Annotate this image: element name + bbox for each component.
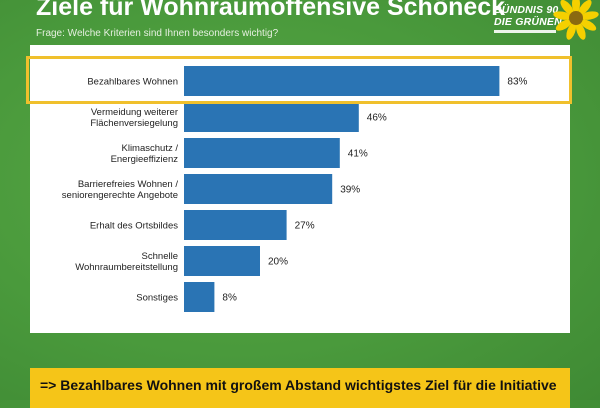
category-label-3: Barrierefreies Wohnen / seniorengerechte … xyxy=(62,179,179,201)
highlight-frame xyxy=(26,56,572,104)
bar-4 xyxy=(184,210,287,240)
value-label-2: 41% xyxy=(348,149,368,160)
question-subtitle: Frage: Welche Kriterien sind Ihnen beson… xyxy=(36,28,279,39)
logo-line-1: BÜNDNIS 90 xyxy=(494,4,559,16)
page-title: Ziele für Wohnraumoffensive Schöneck xyxy=(36,0,506,21)
bar-2 xyxy=(184,138,340,168)
value-label-3: 39% xyxy=(340,185,360,196)
category-label-5: Schnelle Wohnraumbereitstellung xyxy=(75,251,178,273)
category-label-0: Bezahlbares Wohnen xyxy=(87,77,178,88)
value-label-0: 83% xyxy=(507,77,527,88)
value-label-6: 8% xyxy=(222,293,237,304)
bar-1 xyxy=(184,102,359,132)
category-label-4: Erhalt des Ortsbildes xyxy=(90,221,178,232)
sunflower-icon xyxy=(553,0,599,40)
value-label-1: 46% xyxy=(367,113,387,124)
bar-3 xyxy=(184,174,333,204)
value-label-4: 27% xyxy=(295,221,315,232)
value-label-5: 20% xyxy=(268,257,288,268)
conclusion-banner: => Bezahlbares Wohnen mit großem Abstand… xyxy=(30,368,570,408)
party-logo: BÜNDNIS 90 DIE GRÜNEN xyxy=(494,4,562,28)
category-label-6: Sonstiges xyxy=(136,293,178,304)
category-label-1: Vermeidung weiterer Flächenversiegelung xyxy=(90,107,178,129)
bar-6 xyxy=(184,282,215,312)
chart-panel: 83% Bezahlbares Wohnen 46% Vermeidung weite… xyxy=(30,45,570,333)
logo-underline xyxy=(494,30,556,33)
category-label-2: Klimaschutz / Energieeffizienz xyxy=(111,143,179,165)
logo-line-2: DIE GRÜNEN xyxy=(494,16,562,28)
bar-chart: 83% Bezahlbares Wohnen 46% Vermeidung weite… xyxy=(62,66,528,312)
bar-0 xyxy=(184,66,500,96)
bar-5 xyxy=(184,246,260,276)
